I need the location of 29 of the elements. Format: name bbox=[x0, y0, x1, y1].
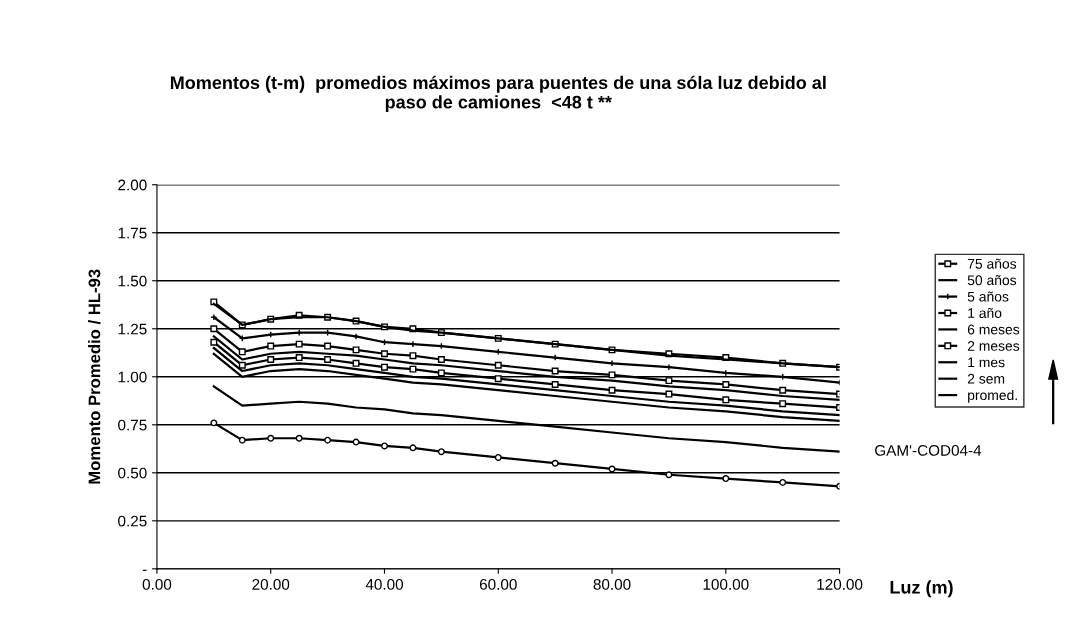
y-axis-title: Momento Promedio / HL-93 bbox=[88, 269, 101, 484]
y-tick-label: 1.00 bbox=[118, 371, 147, 383]
x-tick-label: 60.00 bbox=[479, 578, 517, 590]
x-axis-title: Luz (m) bbox=[890, 580, 953, 598]
legend-label: 5 años bbox=[967, 291, 1009, 302]
y-tick-label: 2.00 bbox=[118, 179, 147, 191]
x-tick-label: 40.00 bbox=[365, 578, 404, 590]
legend-label: 6 meses bbox=[967, 324, 1020, 335]
legend-label: 75 años bbox=[967, 258, 1017, 269]
x-tick-label: 20.00 bbox=[252, 578, 290, 590]
y-tick-label: 1.50 bbox=[118, 275, 147, 287]
legend-label: 1 mes bbox=[968, 357, 1005, 368]
y-tick-label: 1.25 bbox=[118, 323, 147, 335]
x-tick-label: 120.00 bbox=[817, 578, 863, 590]
y-tick-label: 0.50 bbox=[118, 467, 147, 479]
y-tick-label: 0.75 bbox=[118, 419, 147, 431]
y-tick-label: 1.75 bbox=[118, 227, 147, 239]
legend-label: 50 años bbox=[967, 275, 1017, 286]
legend-label: promed. bbox=[968, 389, 1017, 403]
annotation: GAM'-COD04-4 bbox=[875, 444, 982, 456]
y-tick-label: - bbox=[142, 569, 147, 571]
legend-label: 2 meses bbox=[967, 341, 1020, 351]
x-tick-label: 100.00 bbox=[703, 578, 749, 590]
chart-title: Momentos (t-m) promedios máximos para puentes de una sóla luz debido al paso de camiones <48 t ** bbox=[170, 75, 826, 113]
x-tick-label: 0.00 bbox=[142, 578, 172, 590]
y-tick-label: 0.25 bbox=[118, 515, 147, 527]
x-tick-label: 80.00 bbox=[593, 578, 631, 590]
legend-label: 2 sem bbox=[967, 373, 1005, 384]
legend-label: 1 año bbox=[968, 307, 1002, 318]
